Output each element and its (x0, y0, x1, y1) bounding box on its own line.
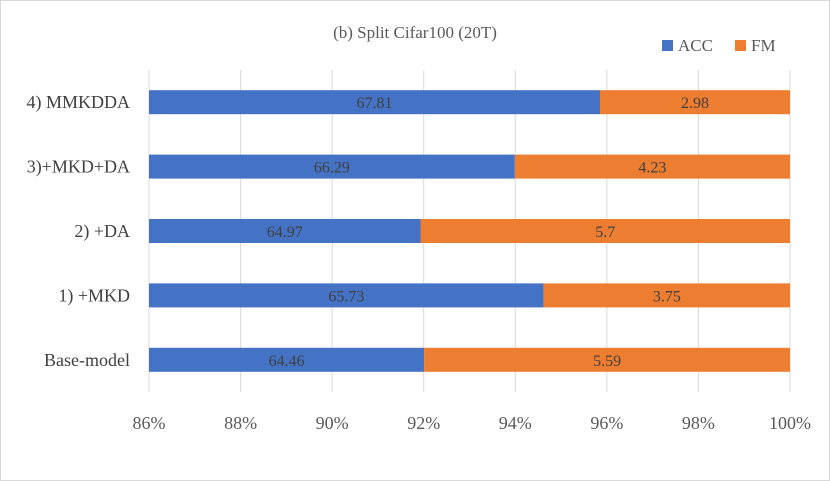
bar-fm (420, 219, 790, 243)
data-label-acc: 67.81 (356, 95, 392, 112)
data-label-acc: 65.73 (328, 288, 364, 305)
category-labels: 4) MMKDDA 3)+MKD+DA 2) +DA 1) +MKD Base-mode… (27, 92, 131, 370)
x-tick-label: 94% (499, 413, 532, 433)
x-tick-label: 98% (682, 413, 715, 433)
chart-title: (b) Split Cifar100 (20T) (333, 23, 497, 42)
bar-acc (149, 90, 600, 115)
x-tick-label: 90% (316, 413, 349, 433)
x-tick-label: 88% (224, 413, 257, 433)
data-label-fm: 3.75 (653, 288, 681, 305)
x-tick-label: 100% (769, 413, 811, 433)
legend: ACC FM (662, 36, 776, 55)
data-label-fm: 4.23 (638, 160, 666, 177)
bar-fm (599, 90, 790, 115)
x-axis-tick-labels: 86% 88% 90% 92% 94% 96% 98% 100% (133, 413, 812, 433)
data-label-acc: 64.97 (267, 224, 303, 241)
data-label-fm: 5.7 (595, 224, 615, 241)
data-label-fm: 5.59 (593, 353, 621, 370)
data-label-acc: 66.29 (314, 160, 350, 177)
legend-label-fm: FM (751, 36, 776, 55)
x-tick-label: 96% (590, 413, 623, 433)
legend-swatch-acc (662, 40, 673, 51)
category-label: Base-model (44, 350, 130, 370)
bar-acc (149, 283, 544, 308)
category-label: 2) +DA (74, 221, 130, 242)
legend-swatch-fm (735, 40, 746, 51)
legend-label-acc: ACC (678, 36, 713, 55)
bars: 67.81 2.98 66.29 4.23 64.97 5.7 65.73 3.75 64.46… (149, 90, 790, 372)
x-tick-label: 92% (407, 413, 440, 433)
bar-fm (543, 283, 790, 308)
bar-acc (149, 347, 425, 372)
x-tick-label: 86% (133, 413, 166, 433)
bar-acc (149, 154, 515, 179)
category-label: 4) MMKDDA (27, 92, 131, 113)
data-label-fm: 2.98 (681, 95, 709, 112)
bar-fm (424, 347, 790, 372)
bar-acc (149, 219, 421, 243)
category-label: 1) +MKD (58, 285, 130, 306)
data-label-acc: 64.46 (269, 353, 305, 370)
bar-fm (514, 154, 790, 179)
category-label: 3)+MKD+DA (27, 157, 130, 178)
